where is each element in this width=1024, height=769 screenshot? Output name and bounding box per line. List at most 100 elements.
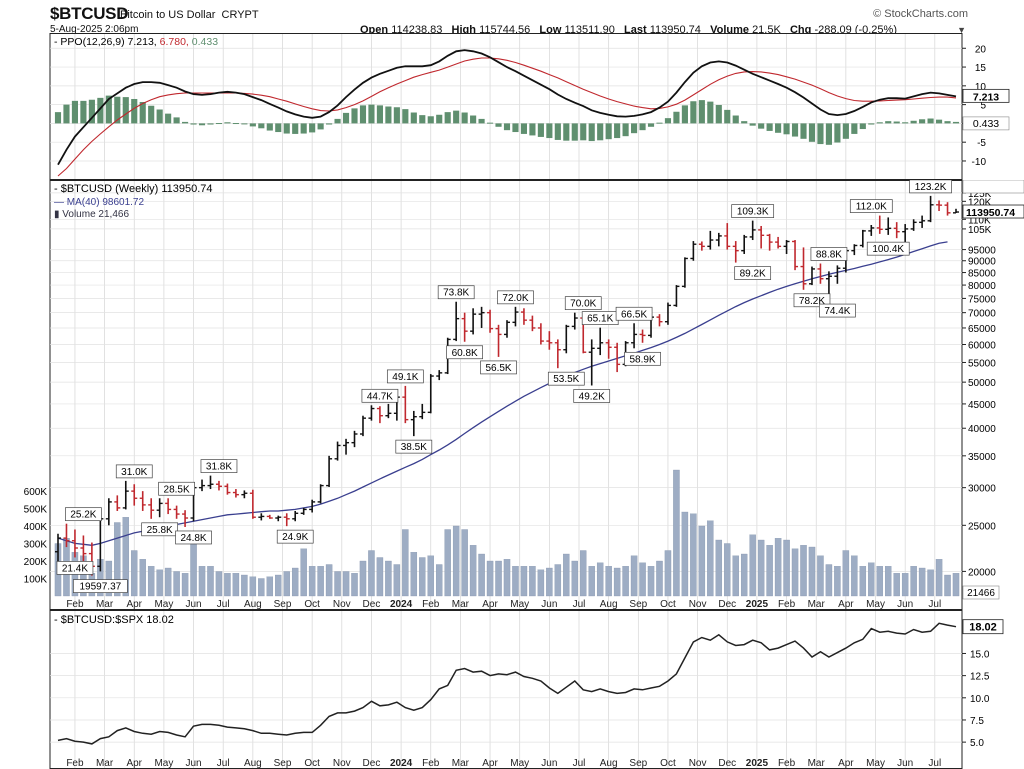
- volume-bar: [774, 538, 782, 597]
- volume-bar: [529, 566, 536, 597]
- volume-bar: [791, 548, 799, 597]
- ppo-histogram-bar: [800, 123, 807, 139]
- x-tick-label: 2025: [746, 599, 769, 610]
- volume-bar: [613, 567, 621, 597]
- triangle-down-icon[interactable]: ▼: [957, 25, 966, 35]
- ppo-histogram-bar: [444, 112, 451, 124]
- ppo-histogram-bar: [105, 95, 112, 124]
- volume-bar: [164, 567, 172, 597]
- ppo-histogram-bar: [842, 123, 849, 139]
- volume-bar: [224, 573, 231, 597]
- volume-bar: [444, 529, 451, 597]
- price-annotation: 88.8K: [816, 250, 842, 261]
- ppo-histogram-bar: [300, 123, 307, 134]
- volume-bar: [486, 560, 494, 597]
- volume-bar: [893, 573, 900, 597]
- ppo-histogram-bar: [580, 123, 587, 141]
- ppo-histogram-bar: [893, 121, 900, 124]
- volume-bar: [783, 539, 790, 597]
- ppo-histogram-bar: [537, 123, 544, 137]
- ppo-histogram-bar: [503, 123, 511, 131]
- x-tick-label: Nov: [333, 599, 351, 610]
- price-annotation: 65.1K: [587, 314, 613, 325]
- price-annotation: 58.9K: [629, 354, 655, 365]
- ppo-legend-hist: 0.433: [192, 36, 218, 48]
- ppo-last-value-label: 7.213: [973, 91, 999, 103]
- price-annotation-box: [615, 306, 653, 321]
- x-tick-label: Mar: [452, 758, 470, 769]
- price-y-tick-label: 105K: [968, 225, 992, 236]
- price-annotation: 112.0K: [856, 202, 887, 213]
- panel-frame: [49, 180, 963, 610]
- ppo-histogram-bar: [427, 116, 434, 124]
- price-y-tick-label: 55000: [968, 358, 996, 369]
- price-annotation-box: [734, 266, 772, 280]
- volume-bar: [740, 553, 748, 597]
- volume-bar: [605, 566, 612, 597]
- x-tick-label: May: [154, 758, 173, 769]
- price-annotation-box: [819, 303, 856, 318]
- volume-bar: [308, 566, 316, 597]
- ppo-histogram-bar: [927, 118, 934, 124]
- volume-bar: [266, 576, 274, 597]
- volume-bar: [707, 520, 714, 597]
- x-tick-label: Oct: [304, 599, 320, 610]
- price-legend: - $BTCUSD (Weekly) 113950.74: [54, 183, 213, 195]
- ppo-histogram-bar: [215, 123, 223, 125]
- x-tick-label: Jul: [573, 758, 586, 769]
- ppo-histogram-bar: [359, 105, 367, 124]
- volume-bar: [495, 560, 502, 597]
- volume-bar: [376, 557, 384, 597]
- volume-last-label: 21466: [967, 588, 995, 599]
- ppo-histogram-bar: [54, 112, 62, 124]
- ppo-histogram-bar: [410, 112, 417, 124]
- volume-y-tick-label: 400K: [24, 522, 48, 533]
- ppo-histogram-bar: [656, 122, 663, 124]
- volume-bar: [673, 469, 680, 597]
- volume-bar: [317, 566, 324, 597]
- ma-last-box: [962, 180, 1024, 194]
- volume-bar: [461, 529, 468, 597]
- price-annotation: 49.1K: [392, 372, 418, 383]
- price-y-tick-label: 30000: [968, 484, 996, 495]
- price-annotation-box: [175, 530, 212, 545]
- ppo-histogram-bar: [614, 123, 621, 139]
- x-tick-label: Jul: [928, 599, 941, 610]
- volume-bar: [647, 566, 655, 597]
- ppo-histogram-bar: [902, 122, 909, 124]
- price-annotation-box: [731, 204, 775, 218]
- ppo-histogram-bar: [368, 104, 375, 124]
- price-y-tick-label: 75000: [968, 294, 996, 305]
- volume-bar: [808, 546, 816, 597]
- x-tick-label: Mar: [452, 599, 470, 610]
- x-tick-label: Apr: [838, 758, 854, 769]
- volume-bar: [114, 522, 121, 597]
- price-annotation: 28.5K: [164, 484, 190, 495]
- x-tick-label: Apr: [126, 758, 142, 769]
- volume-bar: [910, 566, 917, 597]
- volume-y-tick-label: 600K: [24, 487, 48, 498]
- ppo-histogram-bar: [326, 123, 333, 125]
- ppo-histogram-bar: [588, 123, 595, 142]
- ppo-histogram-bar: [182, 121, 189, 124]
- ppo-histogram-bar: [470, 115, 477, 124]
- x-tick-label: Sep: [274, 599, 292, 610]
- ppo-histogram-bar: [207, 123, 214, 125]
- ppo-histogram-bar: [402, 109, 409, 124]
- ppo-histogram-bar: [698, 100, 705, 124]
- ppo-histogram-bar: [622, 123, 629, 137]
- ppo-histogram-bar: [724, 109, 731, 124]
- price-annotation-box: [446, 345, 483, 360]
- price-annotation-box: [437, 285, 475, 300]
- volume-bar: [359, 560, 367, 597]
- x-tick-label: Feb: [66, 599, 84, 610]
- ppo-histogram-bar: [173, 117, 180, 124]
- volume-bar: [825, 564, 833, 597]
- x-tick-label: Mar: [808, 599, 826, 610]
- volume-bar: [851, 555, 858, 597]
- x-tick-label: Feb: [778, 758, 796, 769]
- ppo-hist-value-box: [962, 116, 1010, 131]
- ppo-legend-name: - PPO(12,26,9) 7.213,: [54, 36, 160, 48]
- ratio-y-tick-label: 7.5: [970, 716, 984, 727]
- volume-last-box: [962, 585, 1000, 600]
